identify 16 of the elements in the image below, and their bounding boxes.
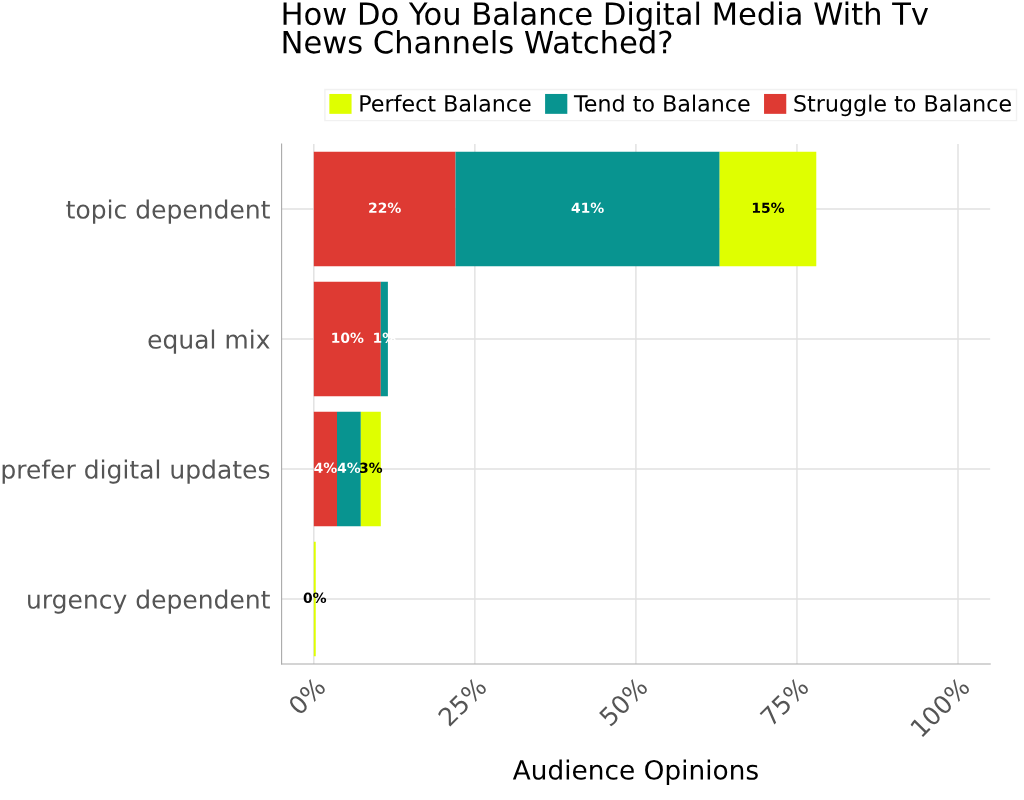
x-axis-title: Audience Opinions <box>512 759 758 785</box>
data-label: 4% <box>314 462 337 474</box>
data-label: 41% <box>571 202 604 214</box>
y-tick-label: equal mix <box>148 329 270 354</box>
chart-title: How Do You Balance Digital Media With Tv News Channels Watched? <box>283 1 929 54</box>
data-label: 22% <box>369 202 401 214</box>
data-label: 15% <box>752 202 785 214</box>
y-tick-label: topic dependent <box>66 199 270 224</box>
x-tick-label: 0% <box>287 676 327 716</box>
y-tick-label: urgency dependent <box>28 589 270 614</box>
legend-label: Struggle to Balance <box>794 94 1011 117</box>
data-label: 4% <box>337 462 361 474</box>
legend-label: Tend to Balance <box>573 94 750 112</box>
legend-label: Perfect Balance <box>360 94 531 112</box>
data-label: 10% <box>332 332 364 344</box>
y-tick-label: prefer digital updates <box>2 459 270 484</box>
